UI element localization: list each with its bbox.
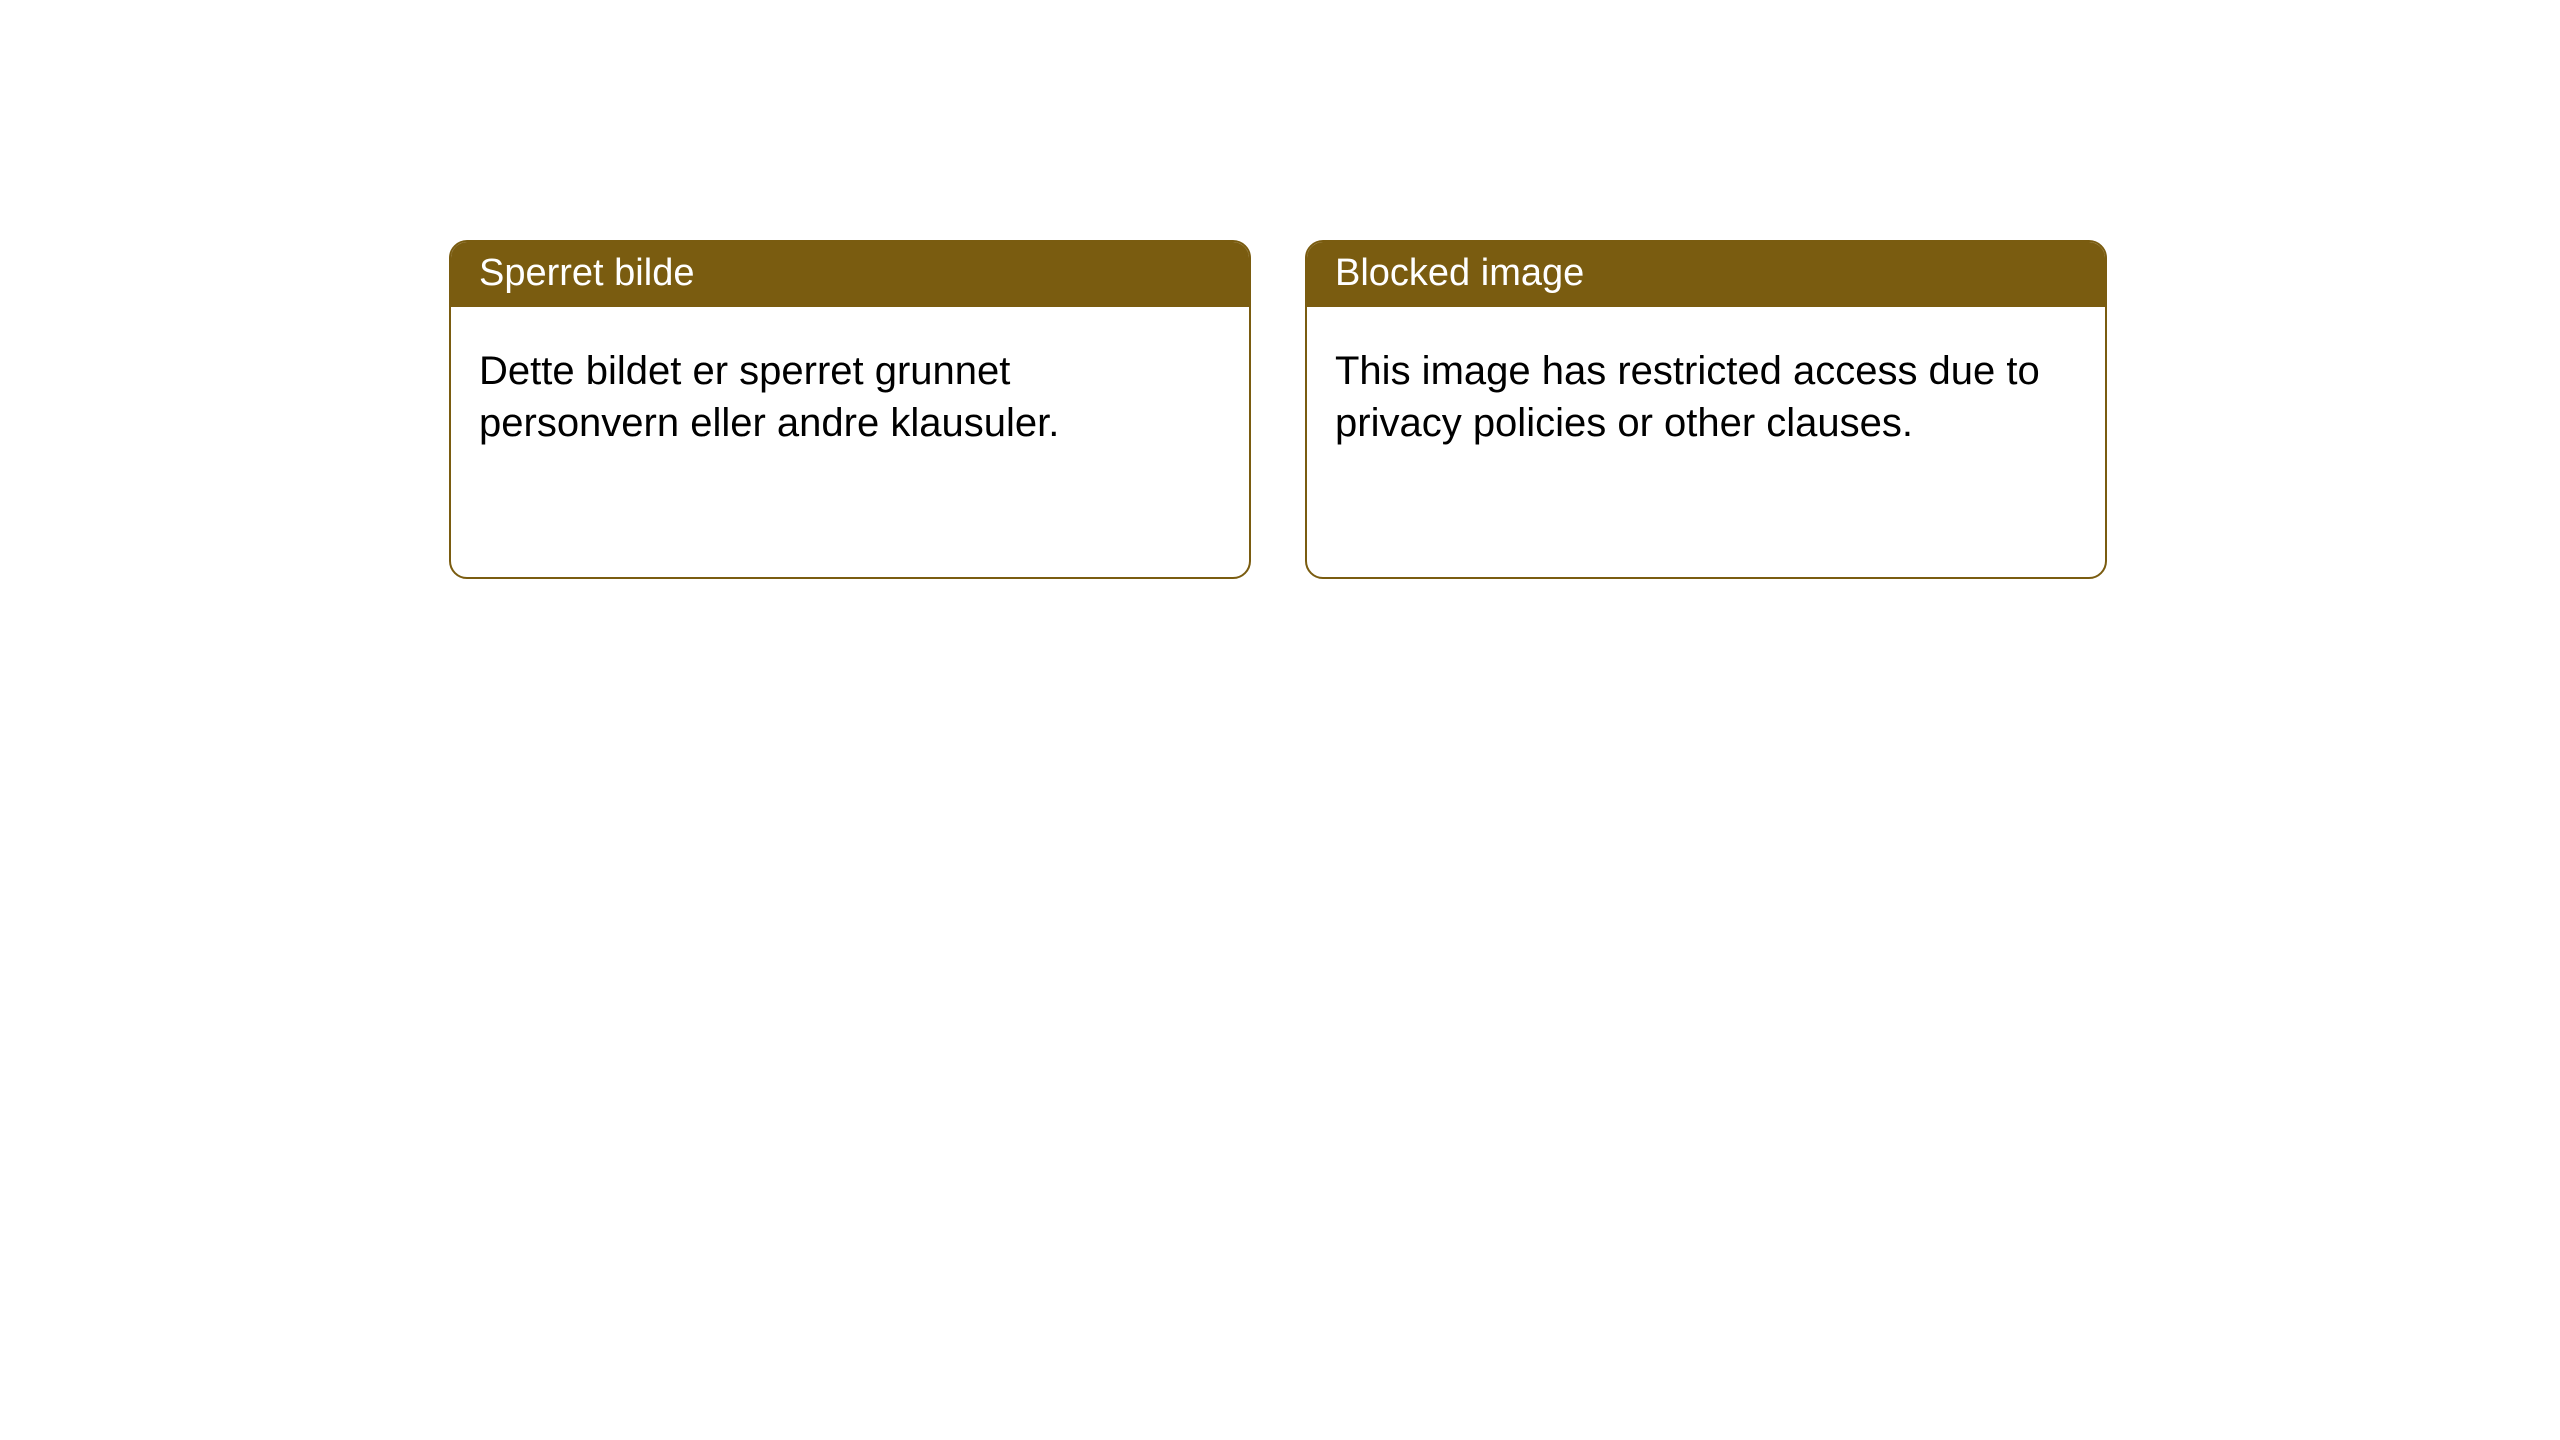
- notice-container: Sperret bilde Dette bildet er sperret gr…: [0, 0, 2560, 579]
- card-text-no: Dette bildet er sperret grunnet personve…: [479, 345, 1221, 451]
- card-title-no: Sperret bilde: [479, 252, 694, 294]
- card-body-en: This image has restricted access due to …: [1307, 307, 2105, 577]
- card-title-en: Blocked image: [1335, 252, 1584, 294]
- card-header-no: Sperret bilde: [451, 242, 1249, 307]
- card-text-en: This image has restricted access due to …: [1335, 345, 2077, 451]
- card-body-no: Dette bildet er sperret grunnet personve…: [451, 307, 1249, 577]
- blocked-image-card-en: Blocked image This image has restricted …: [1305, 240, 2107, 579]
- blocked-image-card-no: Sperret bilde Dette bildet er sperret gr…: [449, 240, 1251, 579]
- card-header-en: Blocked image: [1307, 242, 2105, 307]
